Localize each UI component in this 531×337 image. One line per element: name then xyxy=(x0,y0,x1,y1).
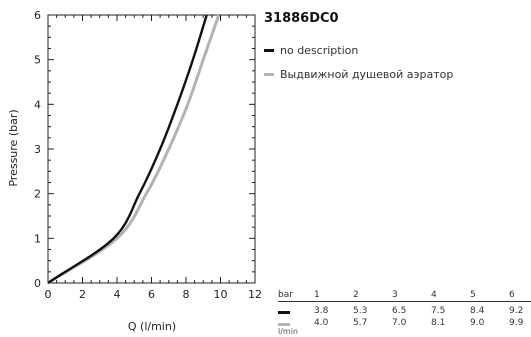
legend-label-series-2: Выдвижной душевой аэратор xyxy=(280,68,454,81)
x-tick-label: 10 xyxy=(214,288,228,301)
x-tick-label: 6 xyxy=(148,288,155,301)
table-cell: 9.2 xyxy=(509,306,524,316)
table-cell: 6.5 xyxy=(392,306,407,316)
series-line-1 xyxy=(47,14,208,284)
y-tick-label: 6 xyxy=(34,9,41,22)
series-line-2 xyxy=(47,14,221,285)
x-tick-label: 0 xyxy=(45,288,52,301)
legend-label-series-1: no description xyxy=(280,44,359,57)
table-header-pressure: 2 xyxy=(353,290,359,300)
table-cell: 5.3 xyxy=(353,306,368,316)
y-tick-label: 2 xyxy=(34,188,41,201)
table-header-pressure: 6 xyxy=(509,290,515,300)
table-row-swatch-2 xyxy=(278,323,290,326)
x-tick-label: 12 xyxy=(248,288,262,301)
table-unit-label: l/min xyxy=(278,327,299,336)
table-cell: 7.0 xyxy=(392,318,407,328)
table-header-pressure: 1 xyxy=(314,290,320,300)
table-cell: 3.8 xyxy=(314,306,329,316)
legend-entry-series-1: no description xyxy=(264,44,358,57)
legend-swatch-series-2 xyxy=(264,73,274,76)
table-divider xyxy=(278,301,531,302)
y-tick-label: 0 xyxy=(34,277,41,290)
legend-entry-series-2: Выдвижной душевой аэратор xyxy=(264,68,453,81)
table-row-swatch-1 xyxy=(278,311,290,314)
chart-title: 31886DC0 xyxy=(264,11,339,26)
x-axis-title: Q (l/min) xyxy=(128,320,176,333)
table-header-unit: bar xyxy=(278,290,293,300)
y-axis-title: Pressure (bar) xyxy=(7,109,20,186)
x-tick-label: 2 xyxy=(79,288,86,301)
y-tick-label: 1 xyxy=(34,232,41,245)
table-cell: 7.5 xyxy=(431,306,446,316)
legend-swatch-series-1 xyxy=(264,49,274,52)
table-cell: 8.4 xyxy=(470,306,485,316)
x-tick-label: 8 xyxy=(183,288,190,301)
table-cell: 9.0 xyxy=(470,318,485,328)
x-tick-label: 4 xyxy=(114,288,121,301)
table-cell: 9.9 xyxy=(509,318,524,328)
table-cell: 4.0 xyxy=(314,318,329,328)
y-tick-label: 5 xyxy=(34,54,41,67)
table-cell: 5.7 xyxy=(353,318,368,328)
table-header-pressure: 5 xyxy=(470,290,476,300)
y-tick-label: 3 xyxy=(34,143,41,156)
table-header-pressure: 4 xyxy=(431,290,437,300)
y-tick-label: 4 xyxy=(34,98,41,111)
table-header-pressure: 3 xyxy=(392,290,398,300)
table-cell: 8.1 xyxy=(431,318,446,328)
plot-frame xyxy=(47,14,256,284)
